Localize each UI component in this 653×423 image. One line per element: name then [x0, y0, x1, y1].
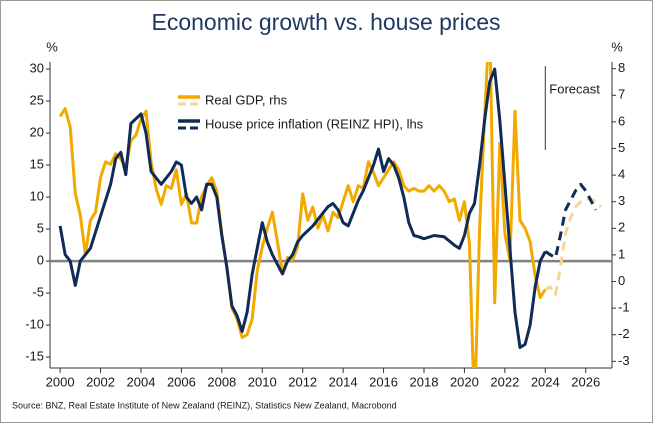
x-tick-label: 2000: [46, 374, 75, 389]
y-tick-label: 0: [37, 253, 44, 268]
x-tick-label: 2020: [450, 374, 479, 389]
x-tick-label: 2022: [490, 374, 519, 389]
forecast-line: [544, 182, 598, 260]
y2-tick-label: 3: [618, 193, 625, 208]
y2-tick-label: 5: [618, 140, 625, 155]
y2-tick-label: -3: [618, 353, 630, 368]
y-tick-label: -5: [32, 285, 44, 300]
x-tick-label: 2006: [167, 374, 196, 389]
x-tick-label: 2014: [329, 374, 358, 389]
legend-label: House price inflation (REINZ HPI), lhs: [205, 116, 424, 131]
y2-tick-label: 4: [618, 167, 625, 182]
y-tick-label: -10: [25, 317, 44, 332]
x-tick-label: 2012: [288, 374, 317, 389]
y-tick-label: 15: [30, 157, 44, 172]
x-tick-label: 2018: [410, 374, 439, 389]
x-tick-label: 2004: [127, 374, 156, 389]
annotation: Forecast: [549, 81, 600, 96]
y2-tick-label: 8: [618, 60, 625, 75]
y2-tick-label: 2: [618, 220, 625, 235]
legend-label: Real GDP, rhs: [205, 92, 288, 107]
plot: [58, 62, 602, 368]
y-tick-label: 25: [30, 92, 44, 107]
x-tick-label: 2010: [248, 374, 277, 389]
series-line: [58, 67, 547, 349]
y2-tick-label: 1: [618, 246, 625, 261]
y2-axis-label: %: [611, 39, 623, 54]
y2-tick-label: 7: [618, 87, 625, 102]
y-tick-label: 10: [30, 189, 44, 204]
y-tick-label: 30: [30, 60, 44, 75]
y2-tick-label: 0: [618, 273, 625, 288]
x-tick-label: 2002: [86, 374, 115, 389]
y2-tick-label: -1: [618, 300, 630, 315]
y-tick-label: -15: [25, 349, 44, 364]
y-tick-label: 5: [37, 221, 44, 236]
chart-title: Economic growth vs. house prices: [152, 9, 501, 35]
y-tick-label: 20: [30, 124, 44, 139]
x-tick-label: 2024: [531, 374, 560, 389]
y2-tick-label: 6: [618, 113, 625, 128]
y-axis-label: %: [46, 39, 58, 54]
x-tick-label: 2026: [571, 374, 600, 389]
x-tick-label: 2016: [369, 374, 398, 389]
y2-tick-label: -2: [618, 326, 630, 341]
source-note: Source: BNZ, Real Estate Institute of Ne…: [12, 400, 397, 410]
x-tick-label: 2008: [207, 374, 236, 389]
